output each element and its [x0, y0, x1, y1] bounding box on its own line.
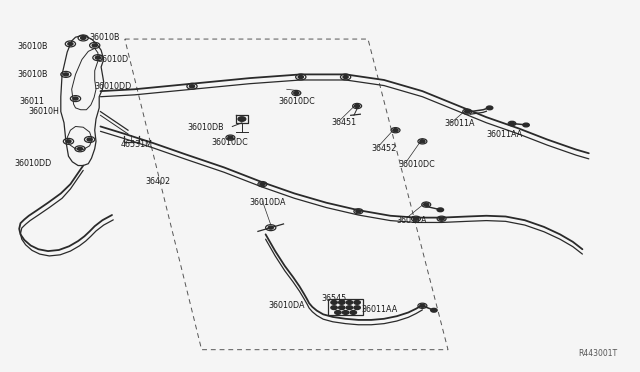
- Text: 36011A: 36011A: [445, 119, 476, 128]
- Circle shape: [354, 306, 360, 310]
- Circle shape: [355, 105, 360, 108]
- Circle shape: [228, 136, 233, 139]
- Circle shape: [77, 147, 83, 150]
- Circle shape: [260, 183, 265, 186]
- Circle shape: [238, 117, 246, 121]
- Circle shape: [509, 122, 515, 125]
- Circle shape: [87, 138, 92, 141]
- Circle shape: [73, 97, 78, 100]
- Circle shape: [523, 123, 529, 127]
- Circle shape: [343, 76, 348, 78]
- Circle shape: [420, 304, 425, 307]
- Circle shape: [92, 44, 97, 47]
- Text: 36011A: 36011A: [397, 216, 428, 225]
- Circle shape: [68, 42, 73, 45]
- Text: 36010DC: 36010DC: [211, 138, 248, 147]
- Text: 36452: 36452: [371, 144, 396, 153]
- Text: 36010B: 36010B: [90, 33, 120, 42]
- Bar: [328, 299, 363, 315]
- Text: 36010H: 36010H: [29, 107, 60, 116]
- Text: 36011: 36011: [19, 97, 44, 106]
- Circle shape: [294, 92, 299, 94]
- Text: R443001T: R443001T: [579, 349, 618, 358]
- Circle shape: [298, 76, 303, 78]
- Circle shape: [339, 306, 345, 310]
- Circle shape: [350, 311, 356, 314]
- Circle shape: [465, 110, 470, 113]
- Text: 36010DC: 36010DC: [398, 160, 435, 169]
- Text: 36451: 36451: [332, 118, 356, 127]
- Circle shape: [356, 210, 361, 213]
- Text: 36010DB: 36010DB: [188, 123, 224, 132]
- Circle shape: [424, 203, 429, 206]
- Text: 36545: 36545: [322, 294, 347, 303]
- Circle shape: [439, 217, 444, 220]
- Circle shape: [331, 306, 337, 310]
- Circle shape: [339, 301, 345, 304]
- Text: 36010DD: 36010DD: [95, 82, 132, 91]
- Circle shape: [342, 311, 349, 314]
- Text: 36011AA: 36011AA: [486, 130, 523, 139]
- Text: 46531M: 46531M: [120, 140, 152, 149]
- Text: 36402: 36402: [146, 177, 171, 186]
- Circle shape: [66, 140, 71, 143]
- Circle shape: [95, 56, 100, 59]
- Text: 36010D: 36010D: [97, 55, 129, 64]
- Text: 36011AA: 36011AA: [362, 305, 398, 314]
- Circle shape: [486, 106, 493, 110]
- Text: 36010DA: 36010DA: [250, 198, 286, 207]
- Circle shape: [189, 85, 195, 88]
- Text: 36010DD: 36010DD: [14, 159, 51, 168]
- Circle shape: [63, 73, 68, 76]
- Text: 36010B: 36010B: [18, 42, 49, 51]
- Circle shape: [335, 311, 341, 314]
- Circle shape: [331, 301, 337, 304]
- Circle shape: [268, 226, 273, 229]
- Circle shape: [431, 308, 437, 312]
- Circle shape: [81, 36, 86, 39]
- Text: 36010B: 36010B: [18, 70, 49, 79]
- Text: 36010DA: 36010DA: [269, 301, 305, 310]
- Circle shape: [346, 306, 353, 310]
- Circle shape: [420, 140, 425, 143]
- Circle shape: [346, 301, 353, 304]
- Text: 36010DC: 36010DC: [278, 97, 315, 106]
- Circle shape: [437, 208, 444, 212]
- Circle shape: [393, 129, 398, 132]
- Circle shape: [413, 217, 419, 220]
- Circle shape: [354, 301, 360, 304]
